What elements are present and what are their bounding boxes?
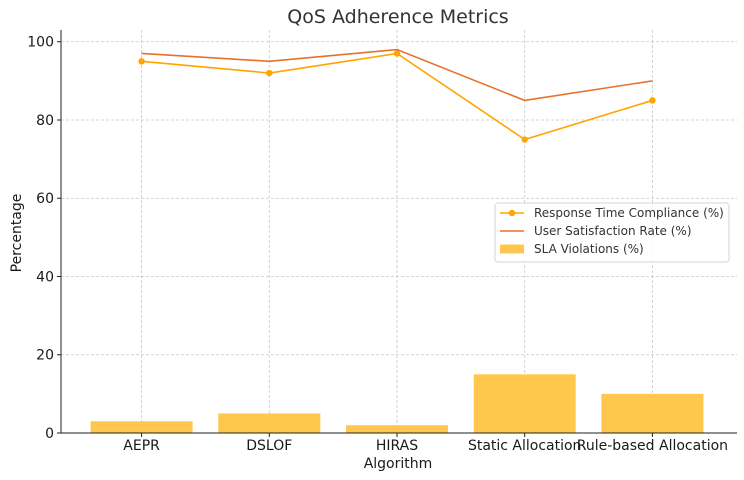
line-series [138,48,656,143]
bar-series [90,374,704,433]
tick-labels: 0 20 40 60 80 100 AEPR DSLOF HIRAS Static Allocat… [27,35,728,454]
legend: Response Time Compliance (%) User Satisfa… [494,202,730,263]
response-time-point [649,97,656,104]
sla-violation-bar [601,393,704,433]
sla-violation-bar [218,413,321,433]
response-time-point [521,136,528,143]
legend-bar-swatch [500,244,524,254]
y-tick-label: 20 [36,348,54,364]
legend-marker-swatch [508,209,516,217]
y-axis-label: Percentage [9,194,25,273]
legend-label: Response Time Compliance (%) [534,206,724,220]
response-time-point [393,50,401,57]
x-tick-label: AEPR [123,438,160,454]
y-tick-label: 0 [45,426,54,442]
x-tick-label: DSLOF [246,438,292,454]
sla-violation-bar [346,425,448,433]
x-tick-label: HIRAS [376,438,418,454]
y-tick-label: 60 [36,191,54,207]
response-time-point [266,69,273,77]
legend-box [494,202,730,263]
chart-title: QoS Adherence Metrics [287,6,508,28]
x-axis-label: Algorithm [364,456,433,472]
response-time-point [138,58,145,65]
x-tick-label: Rule-based Allocation [577,438,728,454]
grid [61,30,737,433]
user-satisfaction-line [141,48,653,102]
axes [57,30,737,437]
y-tick-label: 40 [36,269,54,285]
sla-violation-bar [90,421,193,433]
legend-label: SLA Violations (%) [534,242,644,256]
x-tick-label: Static Allocation [468,438,582,454]
legend-label: User Satisfaction Rate (%) [534,224,692,238]
sla-violation-bar [473,374,576,433]
y-tick-label: 80 [36,113,54,129]
y-tick-label: 100 [27,35,54,51]
